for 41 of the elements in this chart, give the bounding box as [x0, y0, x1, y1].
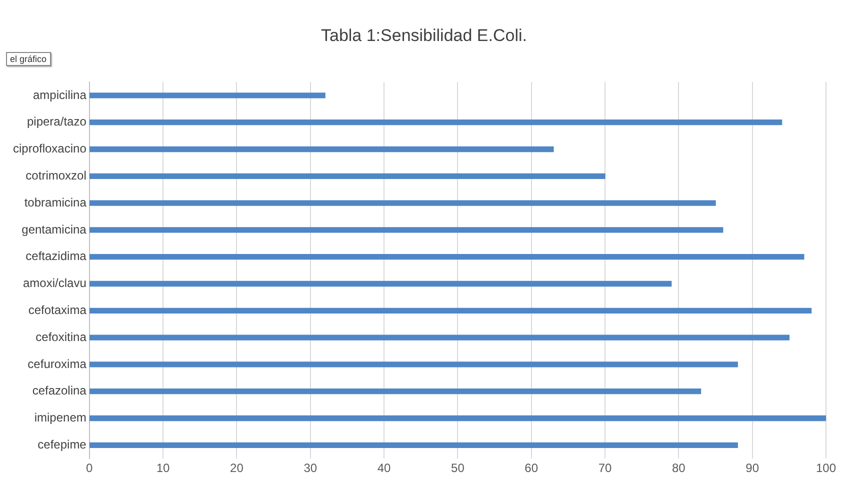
- x-tick-label: 100: [816, 461, 836, 476]
- y-tick-label: tobramicina: [24, 195, 87, 210]
- bar: [90, 92, 326, 98]
- y-tick-label: cefotaxima: [28, 302, 87, 317]
- x-tick-label: 30: [304, 461, 318, 476]
- y-tick-label: pipera/tazo: [26, 114, 87, 129]
- bar: [90, 280, 672, 287]
- bar: [90, 334, 790, 340]
- y-tick-label: cefepime: [38, 437, 87, 452]
- y-tick-label: cefuroxima: [28, 356, 87, 371]
- y-tick-label: cefazolina: [32, 384, 87, 398]
- x-tick-label: 60: [524, 461, 538, 476]
- bar: [90, 200, 716, 206]
- bar: [90, 120, 782, 126]
- chart-title: Tabla 1:Sensibilidad E.Coli.: [320, 26, 528, 46]
- y-tick-label: amoxi/clavu: [23, 276, 86, 290]
- bar: [90, 227, 724, 233]
- y-tick-label: ampicilina: [33, 88, 87, 102]
- bar: [90, 415, 826, 422]
- text: el gráfico: [6, 52, 51, 66]
- y-tick-label: cotrimoxzol: [26, 168, 86, 182]
- x-tick-label: 50: [451, 461, 465, 476]
- y-tick-label: cefoxitina: [36, 330, 87, 344]
- y-tick-label: gentamicina: [22, 222, 87, 236]
- x-tick-label: 40: [377, 461, 392, 476]
- bar: [90, 362, 738, 368]
- x-tick-label: 0: [86, 461, 94, 476]
- bar: [90, 146, 554, 152]
- x-tick-label: 90: [746, 461, 760, 476]
- x-tick-label: 20: [230, 461, 244, 476]
- y-tick-label: imipenem: [34, 410, 86, 425]
- bar: [90, 254, 804, 260]
- x-tick-label: 70: [598, 461, 612, 476]
- bar: [90, 308, 812, 314]
- x-tick-label: 10: [156, 461, 170, 476]
- bar: [90, 173, 606, 179]
- bar: [90, 388, 702, 394]
- y-tick-label: ciprofloxacino: [12, 142, 87, 156]
- y-tick-label: ceftazidima: [26, 249, 87, 264]
- bar: [90, 442, 738, 448]
- x-tick-label: 80: [672, 461, 686, 476]
